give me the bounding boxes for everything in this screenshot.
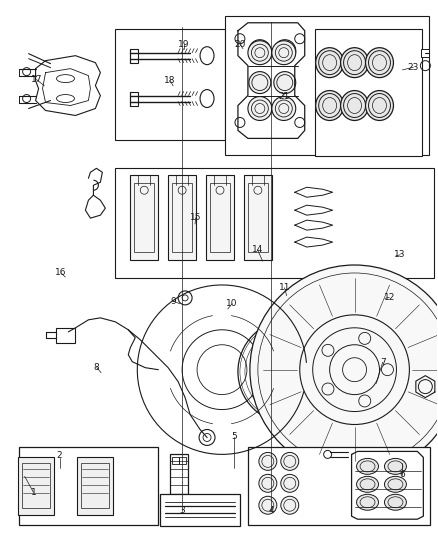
Text: 23: 23	[408, 63, 419, 72]
Text: 16: 16	[55, 269, 67, 277]
Ellipse shape	[316, 91, 343, 120]
Text: 11: 11	[279, 283, 290, 292]
Bar	[78, 457, 113, 515]
Bar	[314, 29, 422, 156]
Text: 19: 19	[178, 40, 190, 49]
Ellipse shape	[281, 453, 299, 470]
Ellipse shape	[281, 474, 299, 492]
Ellipse shape	[248, 96, 272, 120]
Bar	[225, 16, 429, 155]
Bar	[115, 29, 225, 140]
Ellipse shape	[366, 91, 393, 120]
Text: 14: 14	[252, 245, 263, 254]
Ellipse shape	[248, 41, 272, 64]
Ellipse shape	[385, 477, 406, 492]
Ellipse shape	[249, 40, 271, 62]
Ellipse shape	[281, 496, 299, 514]
Ellipse shape	[259, 474, 277, 492]
Text: 3: 3	[179, 506, 185, 515]
Text: 8: 8	[94, 363, 99, 372]
Ellipse shape	[357, 494, 378, 510]
Text: 18: 18	[164, 76, 176, 85]
Ellipse shape	[274, 71, 296, 94]
Ellipse shape	[272, 96, 296, 120]
Text: 17: 17	[31, 75, 42, 84]
Ellipse shape	[249, 71, 271, 94]
Text: 7: 7	[380, 358, 385, 367]
Text: 20: 20	[234, 40, 246, 49]
Ellipse shape	[274, 40, 296, 62]
Ellipse shape	[259, 453, 277, 470]
Text: 9: 9	[170, 296, 176, 305]
Bar	[170, 455, 188, 494]
Bar	[172, 457, 179, 464]
Bar	[130, 49, 138, 63]
Ellipse shape	[259, 496, 277, 514]
Bar	[248, 183, 268, 252]
Text: 2: 2	[57, 450, 63, 459]
Bar	[130, 175, 158, 260]
Bar	[21, 463, 49, 508]
Text: 13: 13	[395, 251, 406, 260]
Ellipse shape	[316, 47, 343, 78]
Bar	[56, 328, 75, 343]
Text: 4: 4	[268, 506, 274, 515]
Text: 1: 1	[31, 488, 36, 497]
Bar	[160, 494, 240, 526]
Ellipse shape	[385, 494, 406, 510]
Ellipse shape	[366, 47, 393, 78]
Bar	[130, 92, 138, 106]
Ellipse shape	[385, 458, 406, 474]
Text: 15: 15	[190, 213, 201, 222]
Bar	[421, 49, 429, 56]
Bar	[210, 183, 230, 252]
Text: 6: 6	[399, 470, 405, 479]
Bar	[19, 447, 158, 525]
Text: 5: 5	[231, 432, 237, 441]
Bar	[168, 175, 196, 260]
Ellipse shape	[341, 91, 368, 120]
Bar	[134, 183, 154, 252]
Bar	[206, 175, 234, 260]
Bar	[81, 463, 110, 508]
Text: 21: 21	[278, 92, 290, 101]
Bar	[172, 183, 192, 252]
Bar	[248, 447, 430, 525]
Circle shape	[178, 291, 192, 305]
Ellipse shape	[357, 458, 378, 474]
Bar	[179, 457, 186, 464]
Text: 12: 12	[384, 293, 395, 302]
Ellipse shape	[357, 477, 378, 492]
Bar	[18, 457, 53, 515]
Text: 10: 10	[226, 299, 238, 308]
Ellipse shape	[341, 47, 368, 78]
Bar	[115, 168, 434, 278]
Bar	[244, 175, 272, 260]
Ellipse shape	[272, 41, 296, 64]
Circle shape	[250, 265, 438, 474]
